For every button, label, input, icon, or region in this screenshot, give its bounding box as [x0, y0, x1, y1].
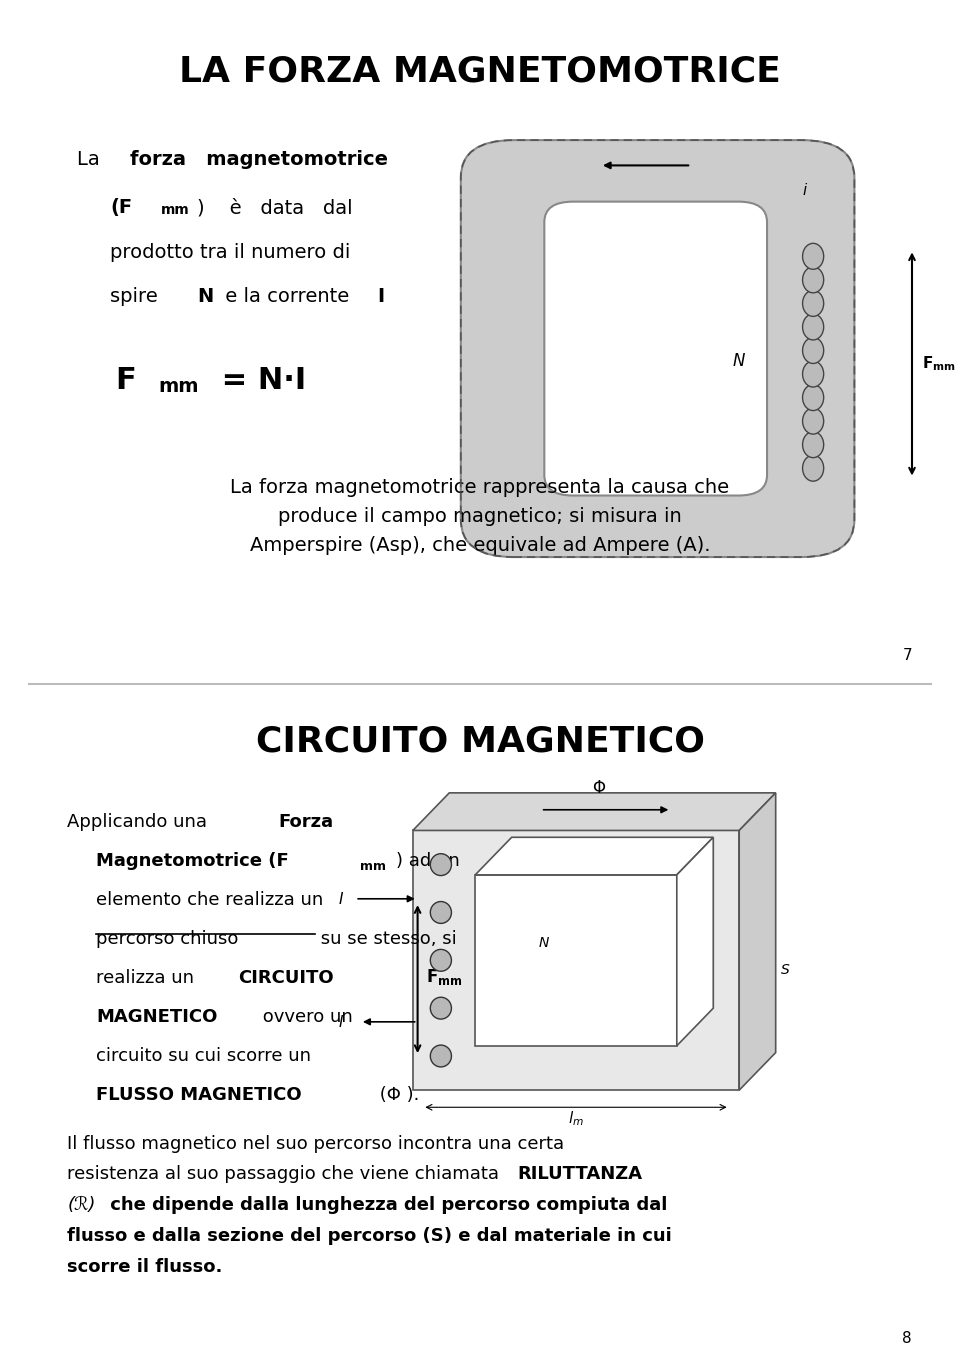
- Text: )    è   data   dal: ) è data dal: [197, 198, 352, 217]
- Text: $i$: $i$: [802, 182, 807, 198]
- Ellipse shape: [803, 409, 824, 435]
- Ellipse shape: [430, 853, 451, 876]
- Text: e la corrente: e la corrente: [219, 287, 355, 306]
- Text: mm: mm: [158, 376, 199, 395]
- Text: (ℛ): (ℛ): [67, 1196, 96, 1214]
- Ellipse shape: [803, 338, 824, 364]
- Ellipse shape: [803, 267, 824, 293]
- Text: RILUTTANZA: RILUTTANZA: [517, 1165, 642, 1184]
- Polygon shape: [739, 793, 776, 1091]
- Text: realizza un: realizza un: [96, 969, 200, 987]
- Text: F: F: [115, 365, 136, 395]
- Text: (Φ ).: (Φ ).: [374, 1085, 420, 1105]
- Text: mm: mm: [360, 860, 386, 874]
- Text: $N$: $N$: [538, 935, 549, 950]
- Ellipse shape: [430, 1046, 451, 1066]
- Text: MAGNETICO: MAGNETICO: [96, 1009, 217, 1027]
- Text: che dipende dalla lunghezza del percorso compiuta dal: che dipende dalla lunghezza del percorso…: [104, 1196, 667, 1214]
- Ellipse shape: [430, 998, 451, 1020]
- Ellipse shape: [430, 902, 451, 924]
- Text: forza   magnetomotrice: forza magnetomotrice: [130, 150, 388, 170]
- Text: $\Phi$: $\Phi$: [592, 779, 607, 797]
- Text: CIRCUITO: CIRCUITO: [238, 969, 334, 987]
- Ellipse shape: [803, 314, 824, 340]
- Text: ) ad un: ) ad un: [396, 853, 459, 871]
- Text: 8: 8: [902, 1331, 912, 1346]
- Text: Magnetomotrice (F: Magnetomotrice (F: [96, 853, 289, 871]
- Text: resistenza al suo passaggio che viene chiamata: resistenza al suo passaggio che viene ch…: [67, 1165, 505, 1184]
- Ellipse shape: [803, 455, 824, 481]
- Text: $\mathbf{F_{mm}}$: $\mathbf{F_{mm}}$: [426, 968, 463, 987]
- Polygon shape: [475, 837, 713, 875]
- Ellipse shape: [803, 243, 824, 269]
- Text: CIRCUITO MAGNETICO: CIRCUITO MAGNETICO: [255, 725, 705, 759]
- FancyBboxPatch shape: [544, 201, 767, 496]
- Text: Forza: Forza: [278, 813, 333, 831]
- Text: = N·I: = N·I: [211, 365, 306, 395]
- Text: N: N: [197, 287, 213, 306]
- Text: 7: 7: [902, 648, 912, 663]
- Ellipse shape: [803, 384, 824, 410]
- Text: elemento che realizza un: elemento che realizza un: [96, 891, 324, 909]
- Text: Il flusso magnetico nel suo percorso incontra una certa: Il flusso magnetico nel suo percorso inc…: [67, 1135, 564, 1152]
- Text: circuito su cui scorre un: circuito su cui scorre un: [96, 1047, 311, 1065]
- Text: FLUSSO MAGNETICO: FLUSSO MAGNETICO: [96, 1085, 301, 1105]
- Text: $I$: $I$: [338, 1014, 344, 1029]
- Text: su se stesso, si: su se stesso, si: [315, 930, 457, 949]
- Text: scorre il flusso.: scorre il flusso.: [67, 1258, 223, 1275]
- Polygon shape: [475, 875, 677, 1046]
- Text: Applicando una: Applicando una: [67, 813, 213, 831]
- Text: mm: mm: [161, 202, 190, 217]
- Text: (F: (F: [110, 198, 132, 217]
- Polygon shape: [413, 831, 739, 1091]
- Text: $I$: $I$: [338, 891, 344, 906]
- Text: ovvero un: ovvero un: [257, 1009, 353, 1027]
- Ellipse shape: [803, 290, 824, 316]
- Text: LA FORZA MAGNETOMOTRICE: LA FORZA MAGNETOMOTRICE: [180, 55, 780, 89]
- Ellipse shape: [430, 949, 451, 971]
- Text: $l_m$: $l_m$: [568, 1109, 584, 1128]
- Text: $S$: $S$: [780, 962, 791, 977]
- Text: percorso chiuso: percorso chiuso: [96, 930, 238, 949]
- Ellipse shape: [803, 432, 824, 458]
- Text: I: I: [377, 287, 384, 306]
- Text: spire: spire: [110, 287, 164, 306]
- Text: $N$: $N$: [732, 351, 746, 369]
- Polygon shape: [413, 793, 776, 831]
- Text: La: La: [77, 150, 112, 170]
- Ellipse shape: [803, 361, 824, 387]
- Text: La forza magnetomotrice rappresenta la causa che
produce il campo magnetico; si : La forza magnetomotrice rappresenta la c…: [230, 478, 730, 555]
- FancyBboxPatch shape: [461, 141, 854, 558]
- Polygon shape: [677, 837, 713, 1046]
- Text: $\mathbf{F_{mm}}$: $\mathbf{F_{mm}}$: [922, 354, 955, 373]
- Text: prodotto tra il numero di: prodotto tra il numero di: [110, 242, 350, 261]
- Text: flusso e dalla sezione del percorso (S) e dal materiale in cui: flusso e dalla sezione del percorso (S) …: [67, 1228, 672, 1245]
